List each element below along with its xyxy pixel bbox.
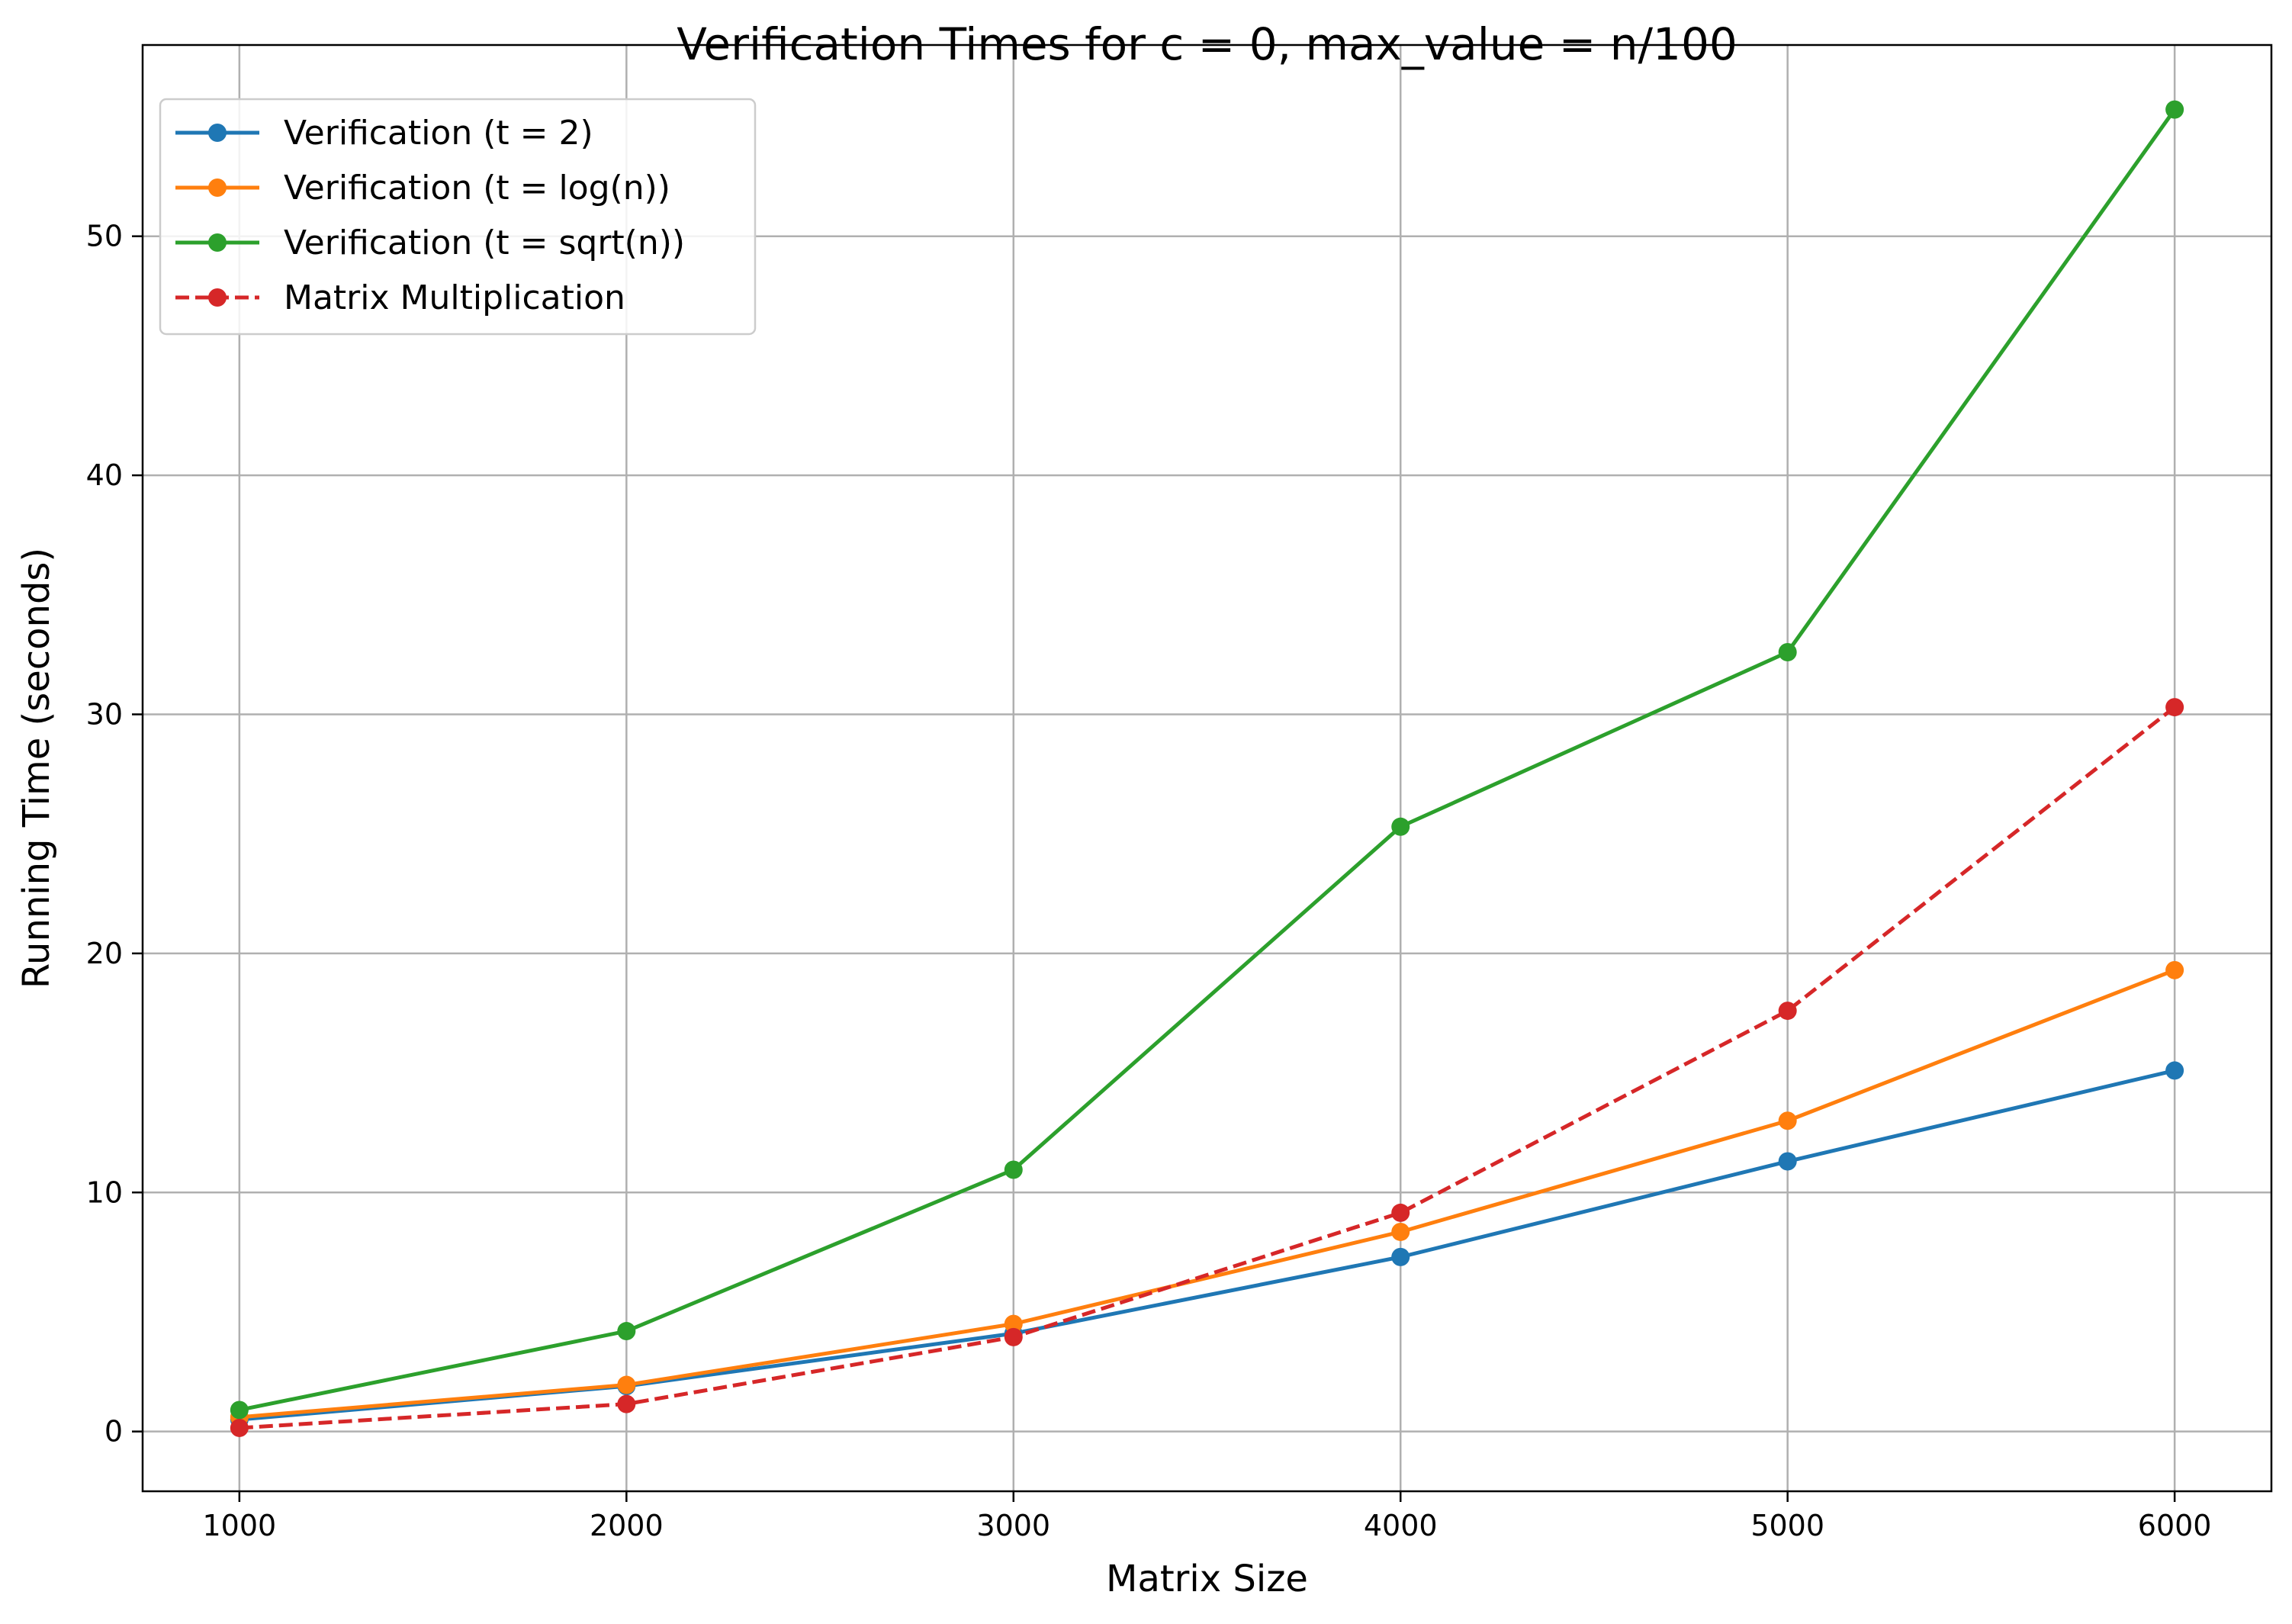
data-point [1391,1247,1410,1266]
legend-box [159,98,757,336]
y-tick-label: 20 [86,937,123,970]
data-point [1391,1222,1410,1241]
data-point [617,1375,636,1394]
data-point [1778,1111,1797,1130]
x-tick-label: 6000 [2138,1509,2212,1542]
data-point [1004,1160,1023,1179]
legend-label: Verification (t = 2) [284,114,593,153]
data-point [1778,1002,1797,1021]
x-tick-label: 4000 [1364,1509,1438,1542]
data-point [2165,1061,2184,1080]
gridlines [143,45,2271,1491]
series-3 [230,100,2184,1420]
data-point [2165,100,2184,119]
plot-frame [141,43,2273,1493]
legend: Verification (t = 2) Verification (t = lo… [159,98,757,336]
data-point [2165,698,2184,717]
data-point [230,1418,249,1437]
legend-marker [208,288,227,307]
x-tick-label: 3000 [976,1509,1050,1542]
legend-marker [208,233,227,252]
data-point [1778,643,1797,662]
data-point [617,1394,636,1413]
legend-item: Verification (t = 2) [175,114,593,153]
data-point [1391,817,1410,836]
y-tick-label: 10 [86,1175,123,1209]
data-point [1004,1314,1023,1333]
data-point [1391,1203,1410,1222]
data-point [2165,960,2184,979]
data-point [1004,1327,1023,1346]
data-point [617,1322,636,1341]
axes: 1000 2000 3000 4000 5000 6000 0 10 20 30 40 50 [86,220,2212,1542]
series-layer [230,100,2184,1437]
data-point [230,1400,249,1420]
y-tick-label: 0 [104,1415,123,1449]
x-tick-label: 1000 [203,1509,277,1542]
series-2 [230,960,2184,1426]
legend-marker [208,124,227,142]
legend-marker [208,178,227,197]
data-point [1778,1152,1797,1171]
chart-title: Verification Times for c = 0, max_value … [677,18,1737,70]
legend-label: Verification (t = sqrt(n)) [284,224,685,262]
x-tick-label: 5000 [1750,1509,1824,1542]
x-axis-label: Matrix Size [1106,1558,1308,1600]
series-4 [230,698,2184,1437]
series-line [239,108,2177,1412]
legend-item: Matrix Multiplication [175,278,625,317]
legend-item: Verification (t = sqrt(n)) [175,224,685,262]
y-tick-label: 50 [86,220,123,253]
legend-label: Matrix Multiplication [284,278,625,317]
series-line [239,968,2176,1420]
y-tick-label: 40 [86,458,123,492]
x-tick-label: 2000 [590,1509,664,1542]
legend-item: Verification (t = log(n)) [175,169,670,207]
y-tick-label: 30 [86,697,123,731]
legend-label: Verification (t = log(n)) [284,169,670,207]
y-axis-label: Running Time (seconds) [15,548,58,989]
series-line [239,706,2176,1430]
